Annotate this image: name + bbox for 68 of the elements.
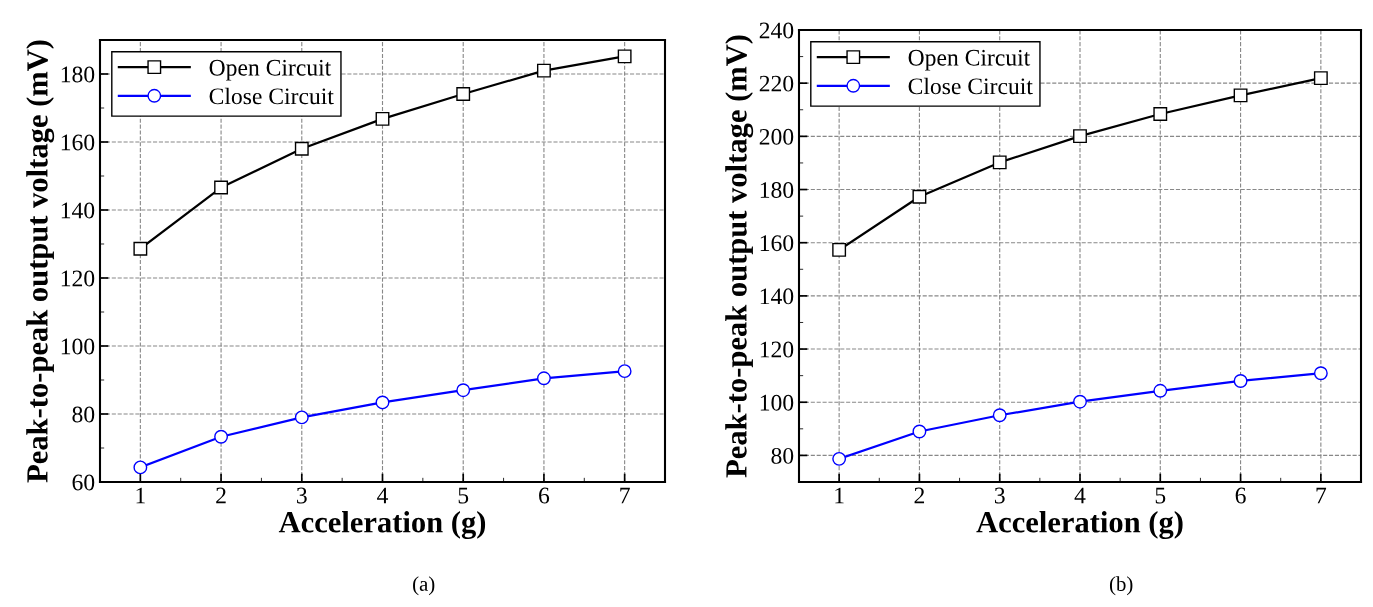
y-tick-label: 60 <box>72 474 95 491</box>
legend-label: Close Circuit <box>908 77 1033 95</box>
legend-label: Close Circuit <box>209 87 334 105</box>
x-tick-label: 3 <box>297 487 307 504</box>
point <box>912 189 927 204</box>
point <box>375 111 390 126</box>
point <box>214 429 229 444</box>
x-tick-label: 2 <box>914 487 925 504</box>
point <box>133 241 148 256</box>
y-tick-label: 120 <box>61 270 95 287</box>
point <box>1233 374 1248 388</box>
x-axis-title: Acceleration (g) <box>278 511 486 539</box>
point <box>456 87 471 102</box>
x-tick-label: 5 <box>1155 487 1166 504</box>
y-tick-label: 140 <box>61 202 95 219</box>
point <box>1233 88 1248 103</box>
y-axis-title: Peak-to-peak output voltage (mV) <box>725 35 754 478</box>
y-tick-label: 140 <box>760 288 794 305</box>
point <box>536 63 551 78</box>
point <box>992 408 1007 423</box>
x-tick-label: 7 <box>1316 487 1327 504</box>
point <box>375 395 390 410</box>
point <box>1313 366 1328 381</box>
x-tick-label: 1 <box>835 487 844 504</box>
legend-label: Open Circuit <box>209 59 332 81</box>
y-tick-label: 200 <box>759 128 794 145</box>
y-tick-label: 120 <box>760 341 794 358</box>
y-tick-label: 220 <box>759 75 794 92</box>
y-tick-label: 180 <box>760 182 794 198</box>
point <box>912 424 927 439</box>
y-tick-label: 180 <box>61 66 95 83</box>
point <box>536 371 551 386</box>
point <box>294 141 309 156</box>
point <box>832 242 847 257</box>
y-tick-label: 160 <box>760 235 794 252</box>
x-tick-label: 1 <box>136 487 145 504</box>
y-tick-label: 80 <box>771 447 794 464</box>
point <box>1073 394 1087 409</box>
legend-label: Open Circuit <box>908 49 1031 71</box>
y-tick-label: 160 <box>61 134 95 151</box>
point <box>214 180 229 195</box>
text: (a) <box>413 576 435 596</box>
point <box>1073 129 1087 144</box>
y-tick-label: 240 <box>759 22 794 39</box>
point <box>617 364 632 379</box>
x-tick-label: 3 <box>994 487 1005 504</box>
x-axis-title: Acceleration (g) <box>976 511 1183 539</box>
y-tick-label: 100 <box>61 338 95 355</box>
point <box>1153 383 1168 398</box>
point <box>992 155 1007 170</box>
y-tick-label: 80 <box>72 406 95 423</box>
x-tick-label: 4 <box>1074 487 1086 504</box>
x-tick-label: 2 <box>216 487 226 504</box>
point <box>1153 107 1168 121</box>
x-tick-label: 5 <box>458 487 469 504</box>
point <box>1313 71 1328 86</box>
text: (b) <box>1109 576 1133 596</box>
x-tick-label: 7 <box>620 487 630 504</box>
point <box>617 49 632 64</box>
x-tick-label: 6 <box>1235 487 1246 504</box>
x-tick-label: 6 <box>539 487 550 504</box>
point <box>294 410 309 425</box>
point <box>456 383 471 398</box>
x-tick-label: 4 <box>377 487 389 504</box>
point <box>133 460 148 475</box>
y-tick-label: 100 <box>760 394 794 411</box>
y-axis-title: Peak-to-peak output voltage (mV) <box>26 40 55 483</box>
point <box>832 451 847 466</box>
